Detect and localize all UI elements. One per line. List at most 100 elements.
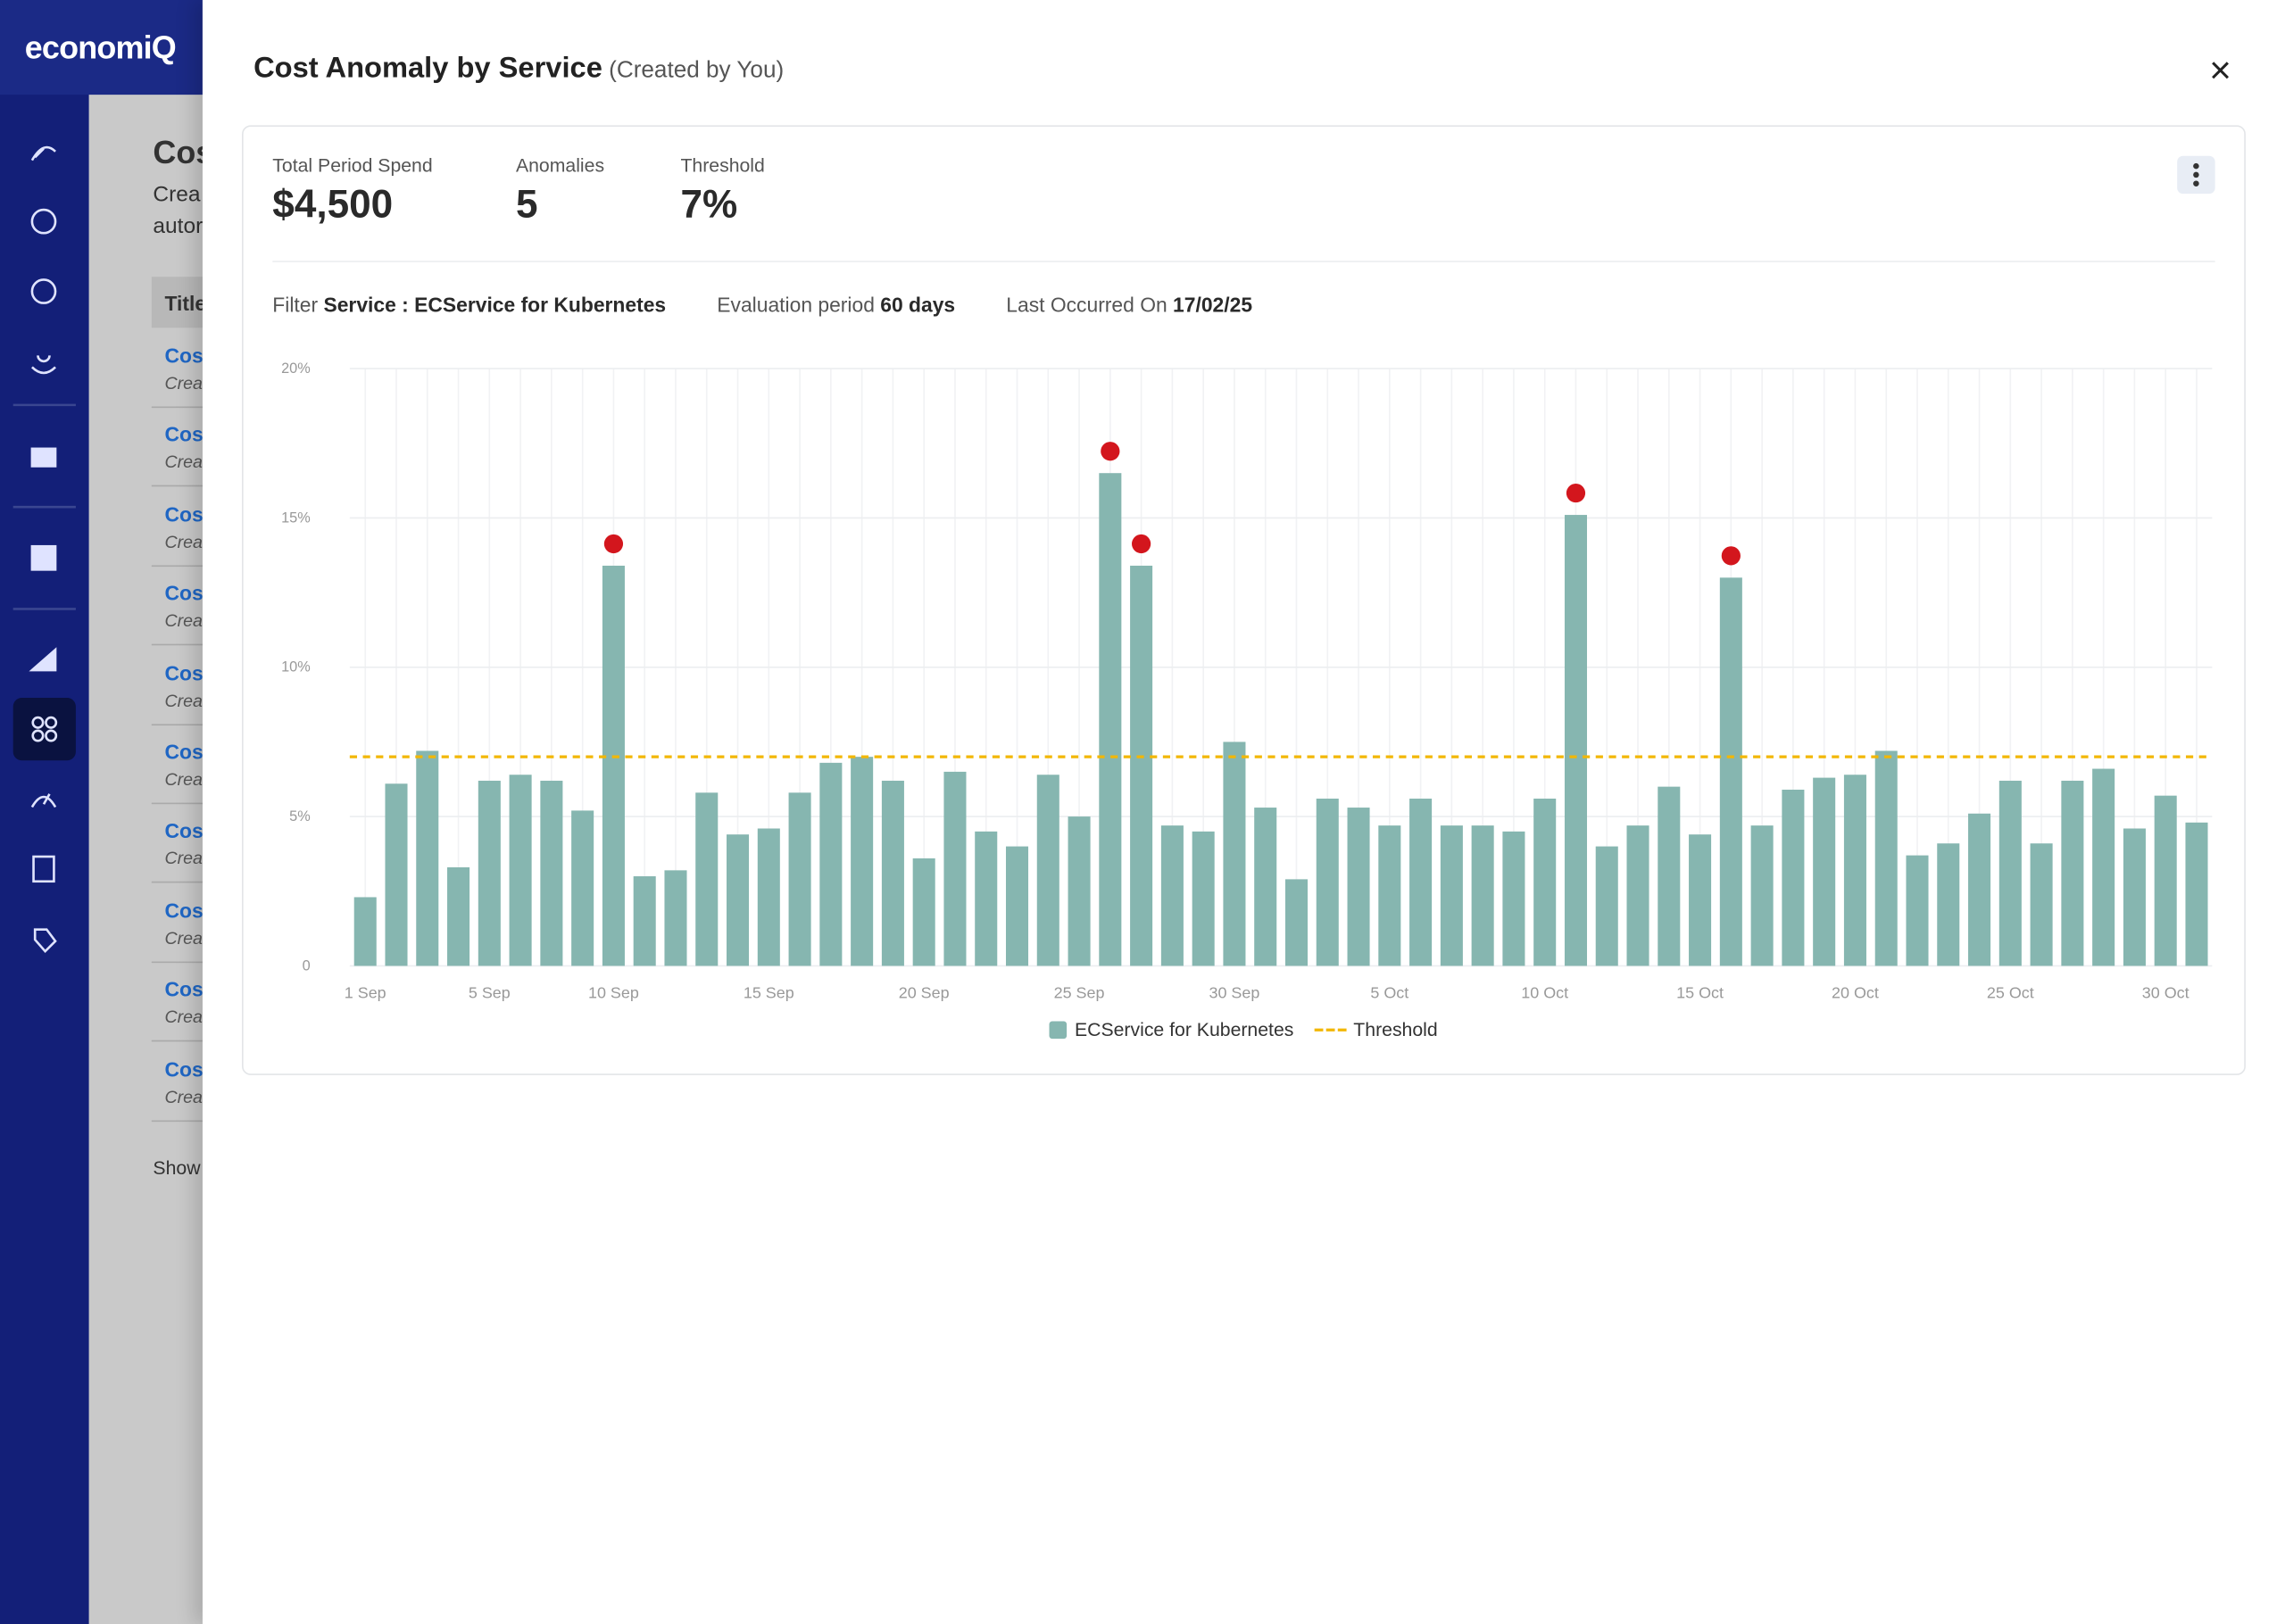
row-subtitle: Crea xyxy=(164,610,203,632)
bar xyxy=(1099,473,1122,966)
bar xyxy=(2154,795,2177,966)
row-title[interactable]: Cos xyxy=(164,344,204,368)
row-divider xyxy=(151,723,211,725)
nav-icon[interactable] xyxy=(30,278,57,304)
filter-label: Last Occurred On xyxy=(1006,293,1167,317)
bar xyxy=(571,810,594,966)
page-subtitle: Crea xyxy=(153,182,201,207)
row-title[interactable]: Cos xyxy=(164,977,204,1001)
nav-icon[interactable] xyxy=(30,355,56,375)
row-subtitle: Crea xyxy=(164,690,203,711)
bar xyxy=(1626,825,1649,966)
row-title[interactable]: Cos xyxy=(164,501,204,526)
y-tick-label: 20% xyxy=(281,360,311,377)
row-title[interactable]: Cos xyxy=(164,423,204,447)
modal-subtitle: (Created by You) xyxy=(609,58,785,84)
row-title[interactable]: Cos xyxy=(164,899,204,923)
nav-icon[interactable] xyxy=(30,544,57,571)
bar xyxy=(695,792,719,966)
bar xyxy=(1658,786,1681,966)
bar xyxy=(633,876,656,966)
legend-label: Threshold xyxy=(1353,1018,1438,1040)
logo[interactable]: economiQ xyxy=(24,29,177,66)
background-page: Cos Crea autor Title Cos Crea Cos Crea Cos Cr… xyxy=(89,0,213,1624)
x-tick-label: 5 Sep xyxy=(469,983,511,1001)
bar xyxy=(1968,813,1991,966)
row-title[interactable]: Cos xyxy=(164,740,204,764)
row-title[interactable]: Cos xyxy=(164,1056,204,1081)
bar xyxy=(1284,879,1309,966)
legend-item[interactable]: Threshold xyxy=(1314,1018,1438,1040)
bar xyxy=(1595,846,1618,966)
bar xyxy=(1378,825,1401,966)
filter-label: Evaluation period xyxy=(717,293,875,317)
filter-value: 17/02/25 xyxy=(1173,293,1253,317)
row-divider xyxy=(151,406,211,409)
anomaly-dot xyxy=(1132,534,1151,554)
bar xyxy=(1160,825,1184,966)
stat-value: $4,500 xyxy=(272,182,394,227)
bar xyxy=(1409,799,1433,966)
legend-swatch xyxy=(1314,1027,1347,1032)
bar xyxy=(881,780,904,966)
bar xyxy=(478,780,501,966)
modal-title: Cost Anomaly by Service xyxy=(253,52,602,85)
bar xyxy=(975,831,998,966)
x-tick-label: 30 Oct xyxy=(2142,983,2189,1001)
menu-button[interactable] xyxy=(2177,155,2215,195)
close-button[interactable]: × xyxy=(2209,47,2231,92)
row-title[interactable]: Cos xyxy=(164,660,204,684)
x-tick-label: 10 Oct xyxy=(1521,983,1568,1001)
nav-icon[interactable] xyxy=(30,793,57,808)
nav-icon xyxy=(31,729,45,742)
table-header xyxy=(151,277,211,328)
row-title[interactable]: Cos xyxy=(164,819,204,843)
anomaly-dot xyxy=(1101,442,1120,461)
row-divider xyxy=(151,961,211,963)
stat-label: Total Period Spend xyxy=(272,154,433,177)
row-divider xyxy=(151,643,211,646)
anomaly-dot xyxy=(1721,546,1741,566)
x-tick-label: 25 Oct xyxy=(1987,983,2034,1001)
x-tick-label: 30 Sep xyxy=(1209,983,1260,1001)
legend-item[interactable]: ECService for Kubernetes xyxy=(1050,1018,1293,1040)
bar xyxy=(1750,825,1774,966)
menu-icon xyxy=(2193,162,2199,186)
bar xyxy=(447,866,470,966)
nav-icon[interactable] xyxy=(32,855,55,883)
legend: ECService for Kubernetes Threshold xyxy=(242,1018,2246,1040)
x-tick-label: 25 Sep xyxy=(1054,983,1105,1001)
nav-active[interactable] xyxy=(12,698,76,761)
nav-icon[interactable] xyxy=(30,145,56,162)
bar xyxy=(2123,828,2146,966)
nav-icon[interactable] xyxy=(33,928,57,954)
nav-icon[interactable] xyxy=(29,647,57,672)
row-title[interactable]: Cos xyxy=(164,581,204,605)
row-subtitle: Crea xyxy=(164,531,203,552)
row-divider xyxy=(151,1119,211,1122)
legend-label: ECService for Kubernetes xyxy=(1074,1018,1294,1040)
bar xyxy=(1005,846,1029,966)
row-subtitle: Crea xyxy=(164,1007,203,1028)
x-tick-label: 15 Oct xyxy=(1676,983,1724,1001)
nav-icon[interactable] xyxy=(30,208,57,235)
bar xyxy=(1223,742,1246,966)
bar xyxy=(385,783,408,966)
nav-icons xyxy=(12,145,76,954)
table-header-text: Title xyxy=(164,291,207,315)
row-subtitle: Crea xyxy=(164,769,203,790)
row-divider xyxy=(151,802,211,805)
x-tick-label: 1 Sep xyxy=(345,983,386,1001)
bar xyxy=(1719,577,1742,966)
bar xyxy=(1813,777,1836,966)
x-tick-label: 20 Sep xyxy=(899,983,950,1001)
filters: Filter Service : ECService for Kubernete… xyxy=(272,293,1252,316)
nav-icon xyxy=(45,729,58,742)
bar xyxy=(1906,855,1929,966)
bar xyxy=(2030,843,2053,966)
stat-value: 7% xyxy=(680,182,738,227)
row-subtitle: Crea xyxy=(164,1086,203,1107)
nav-icon[interactable] xyxy=(30,447,57,468)
stat-label: Threshold xyxy=(680,154,765,177)
